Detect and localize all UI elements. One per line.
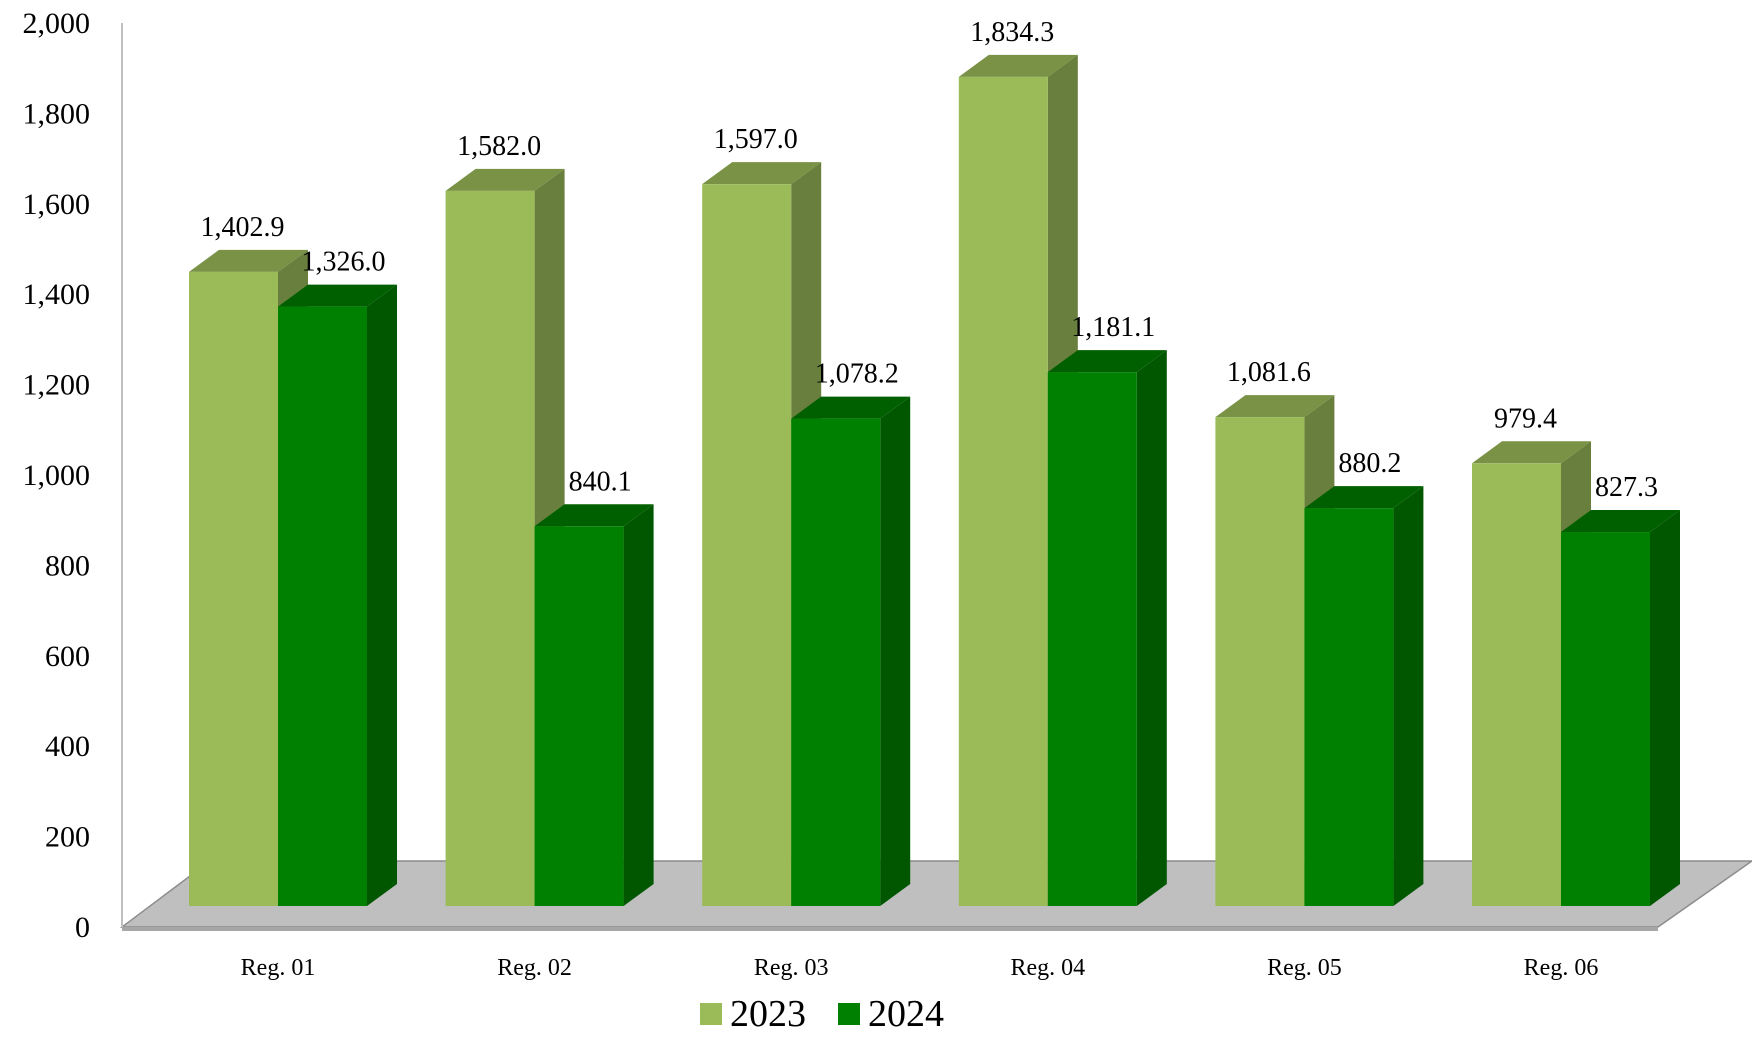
legend-swatch (700, 1003, 722, 1025)
bar-top (534, 504, 654, 527)
floor-edge (122, 927, 1658, 931)
y-tick-label: 400 (45, 730, 90, 763)
x-tick-label: Reg. 06 (1524, 955, 1599, 981)
data-label: 1,078.2 (815, 359, 899, 390)
legend: 2023 2024 (700, 993, 944, 1035)
bar-top (1472, 441, 1591, 464)
bar-side (1393, 486, 1424, 906)
bar-side (880, 396, 911, 906)
y-axis: 0 200 400 600 800 1,000 1,200 1,400 1,600 1,800 2,… (23, 7, 123, 944)
bar-front (791, 418, 881, 906)
bar-front (1215, 417, 1305, 906)
bar-top (1561, 510, 1680, 533)
y-tick-label: 2,000 (23, 7, 91, 40)
data-label: 880.2 (1338, 448, 1401, 479)
bar-front (534, 526, 624, 906)
data-label: 1,081.6 (1227, 357, 1311, 388)
y-tick-label: 1,400 (23, 278, 91, 311)
data-labels: 1,402.9 1,326.0 1,582.0 840.1 1,597.0 1,078.2… (201, 17, 1659, 503)
y-tick-label: 1,200 (23, 369, 91, 402)
bar-top (958, 54, 1078, 77)
bar (791, 396, 911, 906)
bar (1047, 350, 1167, 906)
bar-side (367, 284, 397, 906)
bar-top (1047, 350, 1167, 373)
bar (278, 284, 397, 906)
data-label: 979.4 (1494, 403, 1557, 434)
data-label: 840.1 (569, 466, 632, 497)
legend-label: 2023 (730, 993, 806, 1035)
data-label: 1,582.0 (457, 131, 541, 162)
bar-front (445, 190, 535, 906)
y-tick-label: 0 (75, 911, 90, 944)
bar-top (1304, 486, 1424, 509)
x-axis: Reg. 01 Reg. 02 Reg. 03 Reg. 04 Reg. 05 Reg. … (241, 955, 1599, 981)
data-label: 1,597.0 (714, 124, 798, 155)
bar-front (702, 184, 792, 906)
data-label: 1,181.1 (1071, 312, 1155, 343)
bar-front (1472, 463, 1561, 906)
x-tick-label: Reg. 01 (241, 955, 316, 981)
bar-front (189, 271, 278, 907)
y-tick-label: 800 (45, 549, 90, 582)
y-tick-label: 600 (45, 640, 90, 673)
bar-top (278, 284, 397, 307)
x-tick-label: Reg. 05 (1267, 955, 1342, 981)
y-tick-label: 1,600 (23, 188, 91, 221)
bar (534, 504, 654, 906)
legend-swatch (838, 1003, 860, 1025)
bar-side (1136, 350, 1167, 906)
bar-side (1650, 510, 1680, 906)
bar-front (1561, 532, 1650, 906)
bar-front (958, 76, 1048, 906)
legend-label: 2024 (868, 993, 944, 1035)
x-tick-label: Reg. 03 (754, 955, 829, 981)
bar (702, 162, 822, 906)
bar-front (1047, 372, 1137, 906)
bar-top (791, 396, 911, 419)
y-tick-label: 1,000 (23, 459, 91, 492)
bar-top (189, 249, 308, 272)
data-label: 827.3 (1595, 472, 1658, 503)
x-tick-label: Reg. 02 (497, 955, 572, 981)
data-label: 1,326.0 (302, 247, 386, 278)
bar (1561, 510, 1680, 906)
bar (1304, 486, 1424, 906)
x-tick-label: Reg. 04 (1010, 955, 1085, 981)
bars (189, 54, 1680, 907)
data-label: 1,402.9 (201, 212, 285, 243)
bar-top (702, 162, 822, 185)
bar-side (623, 504, 654, 906)
y-tick-label: 1,800 (23, 97, 91, 130)
bar-front (278, 306, 367, 906)
bar-front (1304, 508, 1394, 906)
bar-top (1215, 395, 1335, 418)
y-tick-label: 200 (45, 821, 90, 854)
data-label: 1,834.3 (970, 17, 1054, 48)
bar-top (445, 168, 565, 191)
